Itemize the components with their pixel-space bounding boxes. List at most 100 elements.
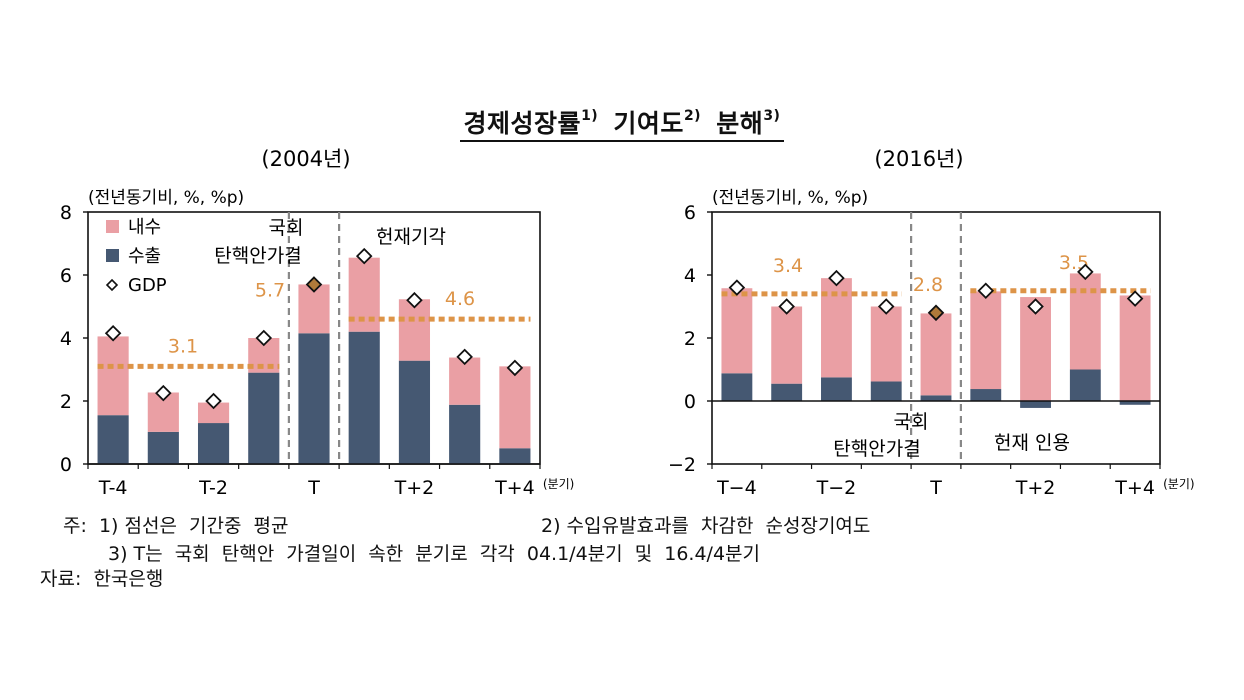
bar-domestic: [1069, 273, 1101, 370]
bar-export: [248, 372, 280, 464]
bar-export: [97, 415, 129, 464]
bar-export: [821, 377, 852, 401]
gdp-marker: [255, 329, 273, 347]
chart-title: 경제성장률1) 기여도2) 분해3): [0, 104, 1244, 142]
average-label: 4.6: [445, 288, 475, 310]
gdp-marker: [104, 325, 122, 342]
bar-export: [449, 404, 481, 464]
bar-export: [771, 383, 803, 401]
bar-domestic: [1119, 295, 1151, 401]
x-tick-label: T+4: [494, 477, 535, 499]
bar-export: [970, 389, 1002, 401]
gdp-marker: [728, 279, 746, 296]
gdp-marker: [506, 359, 524, 377]
x-tick-label: T: [307, 477, 320, 499]
y-tick-label: 2: [684, 328, 696, 350]
y-tick-label: 2: [60, 391, 72, 413]
value-annotation: 5.7: [255, 279, 285, 301]
title-footnote-3: 3): [763, 107, 781, 124]
bar-domestic: [449, 357, 481, 405]
bar-export: [1020, 401, 1051, 408]
title-footnote-1: 1): [581, 107, 599, 124]
x-tick-suffix: (분기): [1163, 477, 1194, 491]
bar-export: [499, 448, 531, 464]
x-tick-label: T+2: [1015, 477, 1056, 499]
note-1: 주: 1) 점선은 기간중 평균: [63, 515, 289, 537]
title-text-main: 경제성장률: [463, 109, 582, 138]
bar-domestic: [398, 299, 431, 361]
bar-export: [197, 423, 230, 464]
x-tick-suffix: (분기): [543, 477, 574, 491]
gdp-marker: [877, 298, 895, 315]
chart-subtitle: (2016년): [874, 147, 963, 171]
legend-marker-gdp: [105, 278, 119, 292]
bar-domestic: [920, 313, 952, 396]
y-tick-label: 4: [60, 328, 72, 350]
x-tick-label: T: [929, 477, 942, 499]
legend-swatch-domestic: [106, 220, 119, 233]
gdp-marker: [927, 304, 945, 322]
title-footnote-2: 2): [683, 107, 702, 124]
bar-export: [298, 333, 330, 464]
gdp-marker: [355, 247, 373, 265]
x-tick-label: T-2: [198, 477, 228, 499]
bar-export: [1069, 369, 1101, 401]
bar-export: [870, 381, 902, 401]
unit-label: (전년동기비, %, %p): [88, 188, 244, 208]
gdp-marker: [305, 276, 323, 293]
event-label: 국회: [269, 217, 304, 239]
bar-domestic: [721, 288, 753, 374]
gdp-marker: [977, 282, 995, 300]
bar-domestic: [197, 402, 230, 424]
bar-domestic: [499, 366, 531, 449]
x-tick-label: T+2: [394, 477, 435, 499]
title-text-end: 분해: [716, 109, 764, 138]
bar-export: [348, 331, 380, 464]
y-tick-label: 6: [60, 265, 72, 287]
gdp-marker: [406, 291, 423, 309]
bar-export: [398, 360, 431, 464]
gdp-marker: [205, 392, 222, 410]
gdp-marker: [778, 298, 795, 315]
gdp-marker: [828, 269, 845, 287]
x-tick-label: T−2: [816, 477, 857, 499]
average-label: 3.4: [773, 255, 803, 277]
event-label: 탄핵안가결: [833, 438, 920, 460]
gdp-marker: [1027, 298, 1044, 315]
note-3: 3) T는 국회 탄핵안 가결일이 속한 분기로 각각 04.1/4분기 및 1…: [108, 543, 761, 565]
y-tick-label: −2: [668, 454, 696, 476]
bar-domestic: [97, 336, 129, 416]
x-tick-label: T-4: [98, 477, 128, 499]
y-tick-label: 8: [60, 202, 72, 224]
y-tick-label: 4: [684, 265, 696, 287]
note-2: 2) 수입유발효과를 차감한 순성장기여도: [541, 515, 871, 537]
average-label: 3.1: [168, 335, 198, 357]
x-tick-label: T−4: [716, 477, 757, 499]
legend-swatch-export: [106, 249, 119, 262]
y-tick-label: 0: [60, 454, 72, 476]
legend-label-gdp: GDP: [128, 275, 167, 296]
legend-label-domestic: 내수: [128, 217, 161, 238]
source-note: 자료: 한국은행: [40, 568, 164, 590]
bar-export: [1119, 401, 1151, 405]
bar-domestic: [870, 306, 902, 382]
x-tick-label: T+4: [1114, 477, 1155, 499]
event-label: 헌재기각: [376, 226, 446, 248]
bar-export: [721, 373, 753, 401]
bar-domestic: [970, 291, 1002, 390]
event-label: 헌재 인용: [994, 432, 1070, 454]
chart-2016: (2016년) (전년동기비, %, %p) 6 4 2 0 −2 T−4 T−2 T T+2 T+4…: [668, 147, 1195, 499]
chart-2004: (2004년) (전년동기비, %, %p) 8 6 4 2 0 T-4 T-2 T T+2 T+4 (…: [60, 147, 574, 499]
event-label: 국회: [894, 411, 929, 433]
legend-label-export: 수출: [128, 246, 161, 267]
event-label: 탄핵안가결: [214, 245, 301, 267]
gdp-marker: [1126, 290, 1144, 307]
bar-export: [920, 395, 952, 401]
title-text-mid: 기여도: [613, 109, 684, 138]
gdp-marker: [1077, 263, 1094, 281]
bar-export: [147, 431, 179, 464]
y-tick-label: 6: [684, 202, 696, 224]
gdp-marker: [456, 348, 473, 366]
bar-domestic: [771, 306, 803, 384]
gdp-marker: [155, 384, 172, 402]
